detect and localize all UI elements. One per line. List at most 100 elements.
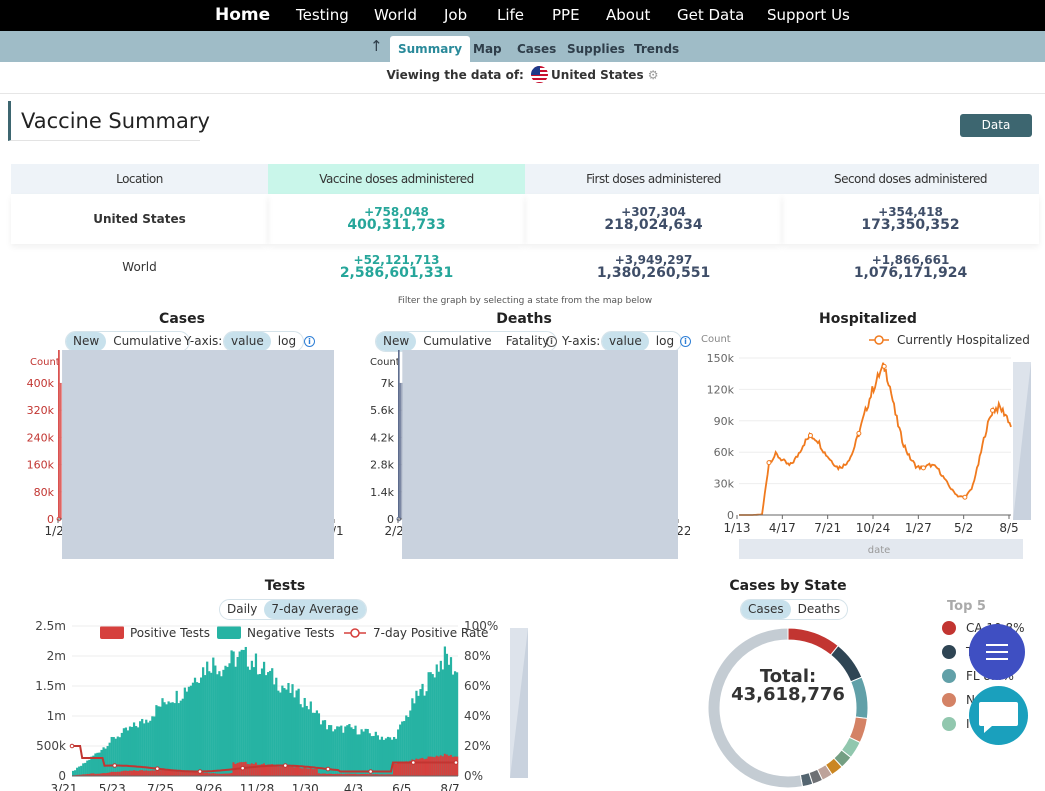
us-flag-icon <box>531 66 549 83</box>
col-second-doses[interactable]: Second doses administered <box>782 164 1039 194</box>
subnav-supplies[interactable]: Supplies <box>567 42 625 56</box>
nav-get-data[interactable]: Get Data <box>677 6 745 24</box>
bar-positive <box>254 762 258 776</box>
gear-icon[interactable]: ⚙ <box>647 68 659 82</box>
bar-negative <box>137 727 140 776</box>
info-icon[interactable]: i <box>546 336 557 347</box>
table-row[interactable]: World +52,121,713 2,586,601,331 +3,949,29… <box>11 244 1039 290</box>
bar-positive <box>409 760 412 776</box>
bar-positive <box>415 758 418 776</box>
deaths-log-toggle[interactable]: log <box>655 334 675 348</box>
rate-point <box>155 766 160 771</box>
data-point <box>766 460 772 466</box>
viewing-country[interactable]: United States <box>551 68 644 82</box>
state-deaths-toggle[interactable]: Deaths <box>797 602 841 616</box>
bar-negative <box>191 682 195 776</box>
bar-negative <box>401 721 404 776</box>
cases-log-toggle[interactable]: log <box>277 334 297 348</box>
bar-negative <box>114 738 117 776</box>
bar-negative <box>378 739 381 776</box>
bar-negative <box>226 666 229 776</box>
bar-negative <box>390 739 394 776</box>
bar-negative <box>161 698 164 776</box>
bar-positive <box>271 764 274 776</box>
table-row[interactable]: United States +758,048 400,311,733 +307,3… <box>11 194 1039 244</box>
nav-testing[interactable]: Testing <box>296 6 349 24</box>
menu-button[interactable] <box>969 624 1025 680</box>
cases-chart[interactable]: New Cases7-day AverageCount080k160k240k3… <box>20 350 350 562</box>
tests-daily-toggle[interactable]: Daily <box>227 602 258 616</box>
subnav-map[interactable]: Map <box>473 42 502 56</box>
cases-value-toggle[interactable]: value <box>224 332 271 351</box>
x-tick-label: 10/24 <box>856 521 891 535</box>
bar-negative <box>338 726 341 776</box>
bar-positive <box>419 758 422 776</box>
legend-negative-swatch <box>217 626 241 639</box>
deaths-value-toggle[interactable]: value <box>602 332 649 351</box>
chat-button[interactable] <box>969 686 1028 745</box>
tests-seven-day-toggle[interactable]: 7-day Average <box>264 600 366 619</box>
bar-positive <box>435 755 438 776</box>
arrow-up-icon[interactable]: ↑ <box>370 37 383 55</box>
pie-slice <box>787 627 839 656</box>
bar-negative <box>293 697 296 776</box>
deaths-fatality-toggle[interactable]: Fatality <box>505 334 550 348</box>
vaccine-summary-table: Location Vaccine doses administered Firs… <box>11 164 1039 290</box>
nav-life[interactable]: Life <box>497 6 525 24</box>
bar-negative <box>220 676 223 776</box>
bar-positive <box>449 754 453 776</box>
bar-positive <box>433 757 436 776</box>
bar-negative <box>126 730 130 776</box>
nav-ppe[interactable]: PPE <box>552 6 580 24</box>
data-source-button[interactable]: Data source <box>960 114 1032 155</box>
deaths-cumulative-toggle[interactable]: Cumulative <box>423 334 492 348</box>
nav-home[interactable]: Home <box>215 5 271 25</box>
nav-world[interactable]: World <box>374 6 417 24</box>
bar-positive <box>189 772 193 776</box>
bar-positive <box>439 755 442 776</box>
info-icon[interactable]: i <box>304 336 315 347</box>
subnav-cases[interactable]: Cases <box>517 42 557 56</box>
bar-positive <box>399 762 402 776</box>
subnav-trends[interactable]: Trends <box>634 42 680 56</box>
subnav-summary[interactable]: Summary <box>390 36 471 62</box>
bar-negative <box>348 724 351 776</box>
bar-negative <box>183 687 186 776</box>
bar-positive <box>246 763 249 776</box>
bar-positive <box>303 767 306 776</box>
bar-positive <box>397 762 400 776</box>
col-location[interactable]: Location <box>11 164 268 194</box>
deaths-new-toggle[interactable]: New <box>376 332 417 351</box>
bar-positive <box>143 770 146 776</box>
y-tick-label: 0 <box>727 509 734 522</box>
chat-icon <box>979 702 1018 733</box>
bar-negative <box>254 653 258 776</box>
deaths-chart[interactable]: New Deaths7-day AverageCount01.4k2.8k4.2… <box>360 350 690 562</box>
bar-positive <box>167 770 170 776</box>
bar-positive <box>330 773 333 776</box>
col-vaccine-doses[interactable]: Vaccine doses administered <box>268 164 525 194</box>
y-tick-label: 1m <box>47 709 66 723</box>
nav-support-us[interactable]: Support Us <box>767 6 850 24</box>
bar-positive <box>344 773 347 776</box>
bar-negative <box>409 710 412 776</box>
bar-positive <box>260 764 264 776</box>
bar-negative <box>260 668 264 776</box>
bar-negative <box>421 683 424 776</box>
col-first-doses[interactable]: First doses administered <box>525 164 782 194</box>
info-icon[interactable]: i <box>680 336 691 347</box>
hospitalized-chart[interactable]: Currently Hospitalized Count 0 30k 60k 90k 120… <box>697 330 1037 560</box>
bar-positive <box>323 773 327 776</box>
bar-positive <box>230 773 233 776</box>
menu-icon <box>986 641 1008 663</box>
cases-new-toggle[interactable]: New <box>66 332 107 351</box>
tests-chart[interactable]: Positive Tests Negative Tests 7-day Positi… <box>0 616 540 791</box>
nav-about[interactable]: About <box>606 6 651 24</box>
bar-negative <box>388 737 392 776</box>
nav-job[interactable]: Job <box>444 6 468 24</box>
cases-cumulative-toggle[interactable]: Cumulative <box>113 334 182 348</box>
state-cases-toggle[interactable]: Cases <box>741 600 791 619</box>
bar-negative <box>297 688 300 776</box>
bar-negative <box>413 703 416 776</box>
